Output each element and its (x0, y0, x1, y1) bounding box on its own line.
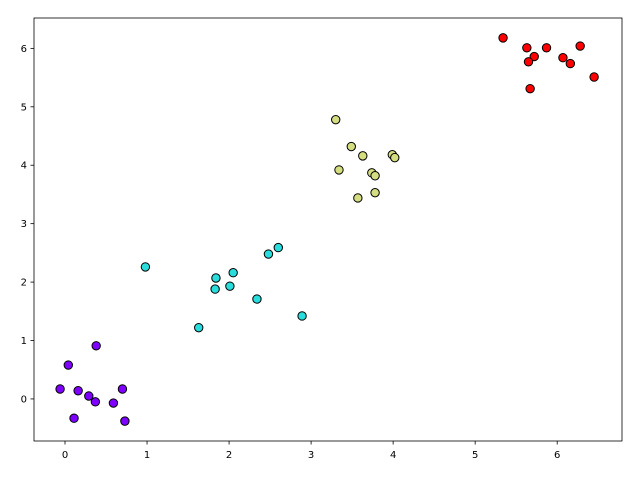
point (522, 43, 532, 53)
point (390, 152, 400, 163)
y-tick-label: 0 (21, 394, 27, 405)
y-tick-label: 6 (21, 44, 27, 55)
point (120, 416, 130, 426)
point (589, 72, 599, 82)
x-tick-label: 4 (390, 450, 396, 461)
point (211, 273, 221, 283)
point (55, 384, 65, 394)
x-tick-label: 2 (226, 450, 232, 461)
point (565, 58, 576, 69)
point (210, 284, 220, 294)
point (346, 141, 356, 152)
point (529, 51, 539, 62)
point (575, 41, 585, 51)
x-tick-label: 3 (308, 450, 314, 461)
point (558, 53, 568, 63)
point (117, 384, 128, 394)
point (84, 391, 94, 401)
point (69, 413, 79, 423)
point (73, 386, 83, 396)
point (353, 193, 363, 203)
point (228, 268, 238, 278)
y-tick-label: 5 (21, 102, 27, 113)
point (90, 397, 101, 407)
point (273, 242, 283, 253)
x-tick-label: 1 (144, 450, 150, 461)
point (263, 249, 274, 259)
y-tick-label: 3 (21, 219, 27, 230)
x-tick-label: 6 (554, 450, 560, 461)
y-tick-label: 4 (21, 161, 27, 172)
point (91, 341, 101, 351)
point (370, 171, 380, 181)
point (331, 114, 341, 125)
y-tick-label: 2 (21, 278, 27, 289)
x-tick-label: 0 (62, 450, 68, 461)
point (541, 43, 552, 53)
point (498, 33, 508, 43)
point (225, 281, 235, 291)
point (358, 151, 368, 161)
point (252, 294, 262, 304)
plot-frame (33, 17, 623, 442)
point (140, 262, 151, 272)
point (525, 83, 535, 94)
point (334, 165, 344, 175)
point (108, 398, 119, 408)
point (63, 360, 73, 370)
point (297, 311, 307, 321)
point (523, 57, 534, 67)
point (370, 187, 380, 198)
y-tick-label: 1 (21, 336, 27, 347)
x-tick-label: 5 (472, 450, 478, 461)
point (194, 322, 204, 333)
